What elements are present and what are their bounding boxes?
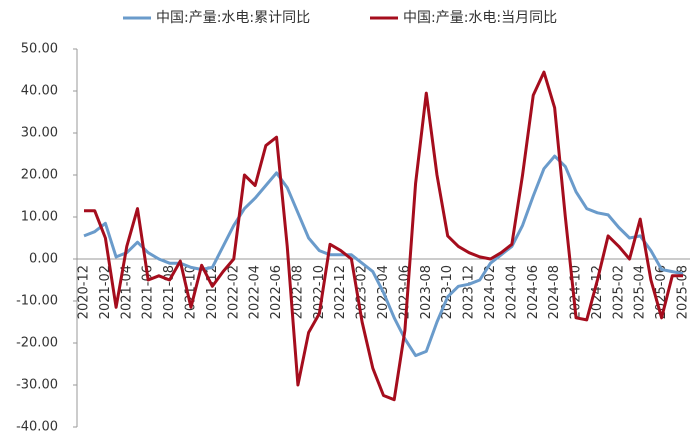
x-tick-label: 2025-04 xyxy=(633,265,648,319)
y-tick-label: 20.00 xyxy=(21,168,58,183)
legend-label: 中国:产量:水电:累计同比 xyxy=(156,10,310,26)
x-tick-label: 2022-06 xyxy=(269,265,284,319)
x-tick-label: 2022-02 xyxy=(226,265,241,319)
x-tick-label: 2022-04 xyxy=(248,265,263,319)
x-tick-label: 2025-08 xyxy=(676,265,691,319)
y-tick-label: -20.00 xyxy=(16,336,58,351)
x-tick-label: 2021-02 xyxy=(98,265,113,319)
series-line xyxy=(83,154,684,358)
x-tick-label: 2023-12 xyxy=(462,265,477,319)
x-tick-label: 2024-06 xyxy=(526,265,541,319)
x-tick-label: 2023-08 xyxy=(419,265,434,319)
x-tick-label: 2021-04 xyxy=(119,265,134,319)
y-tick-label: 40.00 xyxy=(21,84,58,99)
x-tick-label: 2025-02 xyxy=(611,265,626,319)
x-tick-label: 2021-10 xyxy=(183,265,198,319)
y-tick-label: -10.00 xyxy=(16,294,58,309)
series-line xyxy=(84,70,683,402)
y-tick-label: 10.00 xyxy=(21,210,58,225)
legend-label: 中国:产量:水电:当月同比 xyxy=(403,10,557,26)
x-tick-label: 2024-04 xyxy=(504,265,519,319)
x-tick-label: 2024-08 xyxy=(547,265,562,319)
y-tick-label: -30.00 xyxy=(16,378,58,393)
x-tick-label: 2024-02 xyxy=(483,265,498,319)
x-tick-label: 2020-12 xyxy=(77,265,92,319)
x-tick-label: 2022-10 xyxy=(312,265,327,319)
x-tick-label: 2022-12 xyxy=(333,265,348,319)
y-tick-label: 30.00 xyxy=(21,126,58,141)
y-tick-label: 50.00 xyxy=(21,42,58,57)
y-tick-label: -40.00 xyxy=(16,420,58,435)
x-tick-label: 2022-08 xyxy=(290,265,305,319)
x-tick-label: 2024-12 xyxy=(590,265,605,319)
y-tick-label: 0.00 xyxy=(29,252,58,267)
